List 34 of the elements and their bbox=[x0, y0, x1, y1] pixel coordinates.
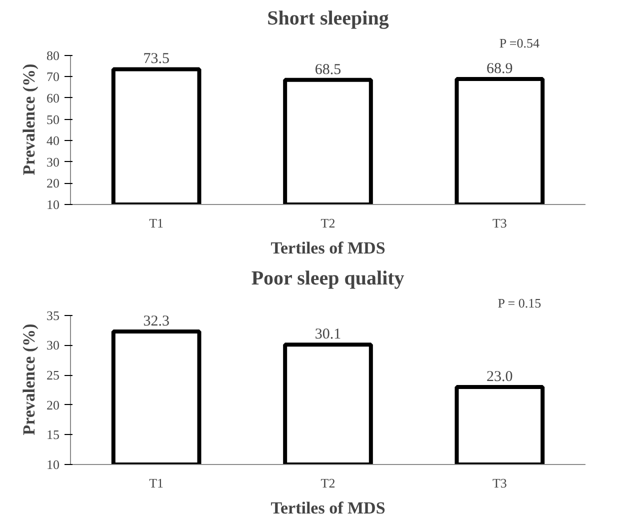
y-tick-label: 20 bbox=[46, 397, 60, 412]
data-label: 73.5 bbox=[143, 51, 170, 68]
y-tick-label: 10 bbox=[46, 197, 60, 212]
y-tick-label: 30 bbox=[46, 338, 60, 353]
x-tick-label: T3 bbox=[492, 476, 507, 490]
y-tick-label: 35 bbox=[46, 308, 60, 323]
text: P =0.54 bbox=[499, 36, 540, 50]
text: P = 0.15 bbox=[498, 296, 542, 310]
y-axis-title: Prevalence (%) bbox=[20, 64, 38, 176]
x-axis-title: Tertiles of MDS bbox=[270, 238, 386, 258]
x-tick-label: T1 bbox=[149, 476, 164, 490]
y-tick-label: 60 bbox=[46, 90, 60, 106]
chart-title: Poor sleep quality bbox=[251, 268, 404, 290]
x-axis-title: Tertiles of MDS bbox=[270, 498, 386, 518]
y-tick-label: 20 bbox=[46, 176, 60, 191]
data-label: 32.3 bbox=[143, 313, 170, 330]
data-label: 68.5 bbox=[314, 62, 342, 78]
y-tick-label: 70 bbox=[46, 69, 60, 84]
y-tick-label: 15 bbox=[46, 427, 60, 442]
y-tick-label: 30 bbox=[46, 154, 60, 170]
x-tick-label: T3 bbox=[492, 216, 507, 230]
y-tick-label: 25 bbox=[46, 368, 60, 383]
y-axis-title: Prevalence (%) bbox=[20, 324, 38, 436]
x-tick-label: T2 bbox=[320, 476, 336, 490]
y-tick-label: 50 bbox=[46, 112, 60, 127]
x-tick-label: T2 bbox=[320, 216, 336, 230]
data-label: 30.1 bbox=[314, 326, 342, 343]
y-tick-label: 40 bbox=[46, 133, 60, 148]
chart-title: Short sleeping bbox=[267, 8, 389, 30]
y-tick-label: 80 bbox=[46, 48, 60, 63]
y-tick-label: 10 bbox=[46, 457, 60, 472]
data-label: 23.0 bbox=[486, 368, 513, 385]
x-tick-label: T1 bbox=[149, 216, 164, 230]
data-label: 68.9 bbox=[486, 61, 513, 78]
